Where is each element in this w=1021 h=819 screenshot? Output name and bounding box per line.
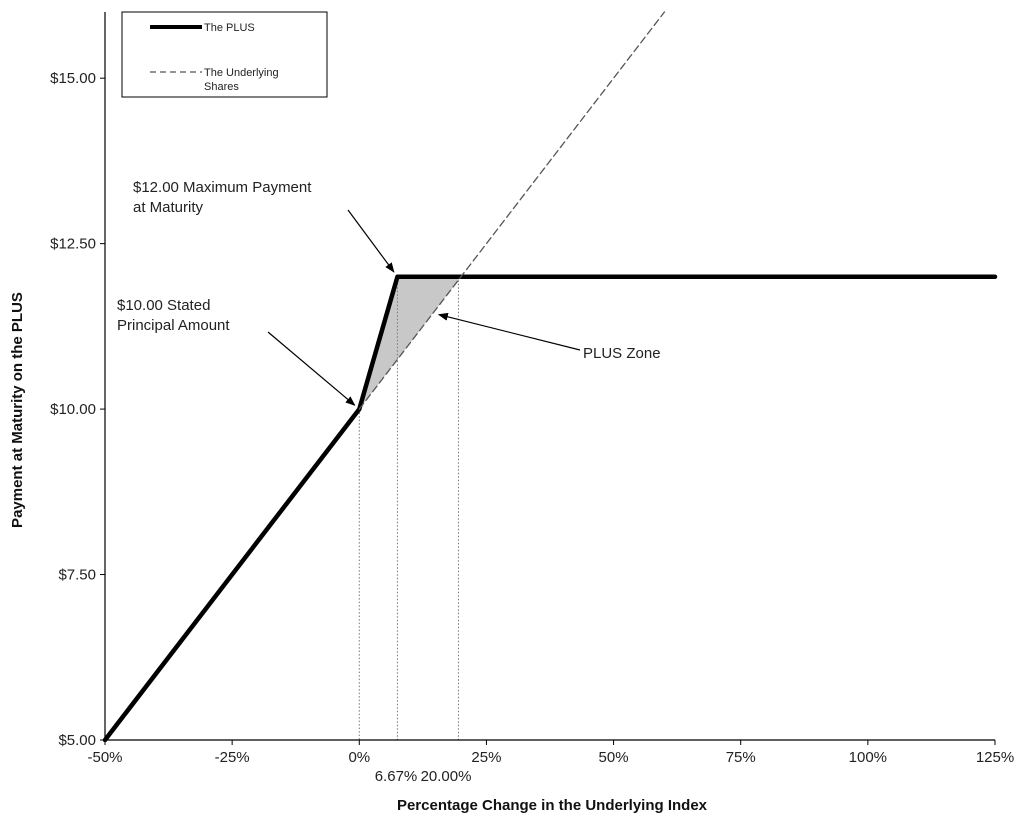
x-tick-label-3: 25% (471, 749, 501, 766)
legend-label-0-line-0: The PLUS (204, 22, 255, 34)
series-line-0 (102, 274, 998, 743)
x-tick-label-2: 0% (348, 749, 370, 766)
y-tick-label-3: $12.50 (50, 236, 96, 253)
legend-label-1-line-0: The Underlying (204, 67, 279, 79)
series-line-1 (358, 11, 666, 410)
x-tick-label-1: -25% (215, 749, 250, 766)
y-tick-label-4: $15.00 (50, 70, 96, 87)
x-tick-label-6: 100% (849, 749, 887, 766)
annotation-arrow-stated-principal (267, 331, 356, 406)
x-extra-label-0: 6.67% (375, 768, 418, 785)
annotation-plus-zone-line-0: PLUS Zone (583, 345, 661, 362)
y-tick-label-2: $10.00 (50, 401, 96, 418)
y-axis-title: Payment at Maturity on the PLUS (9, 292, 26, 528)
annotation-max-payment-line-1: at Maturity (133, 199, 204, 216)
annotation-arrow-plus-zone (437, 312, 581, 351)
y-tick-label-0: $5.00 (58, 732, 96, 749)
legend-box (121, 11, 328, 98)
x-extra-label-1: 20.00% (421, 768, 472, 785)
legend-label-1-line-1: Shares (204, 81, 239, 93)
annotation-stated-principal-line-0: $10.00 Stated (117, 297, 210, 314)
x-tick-label-4: 50% (599, 749, 629, 766)
y-tick-label-1: $7.50 (58, 567, 96, 584)
x-tick-label-5: 75% (726, 749, 756, 766)
annotation-arrow-max-payment (347, 209, 395, 273)
annotation-max-payment-line-0: $12.00 Maximum Payment (133, 179, 312, 196)
x-tick-label-7: 125% (976, 749, 1014, 766)
x-axis-title: Percentage Change in the Underlying Inde… (397, 797, 708, 814)
annotation-stated-principal-line-1: Principal Amount (117, 317, 230, 334)
x-tick-label-0: -50% (87, 749, 122, 766)
